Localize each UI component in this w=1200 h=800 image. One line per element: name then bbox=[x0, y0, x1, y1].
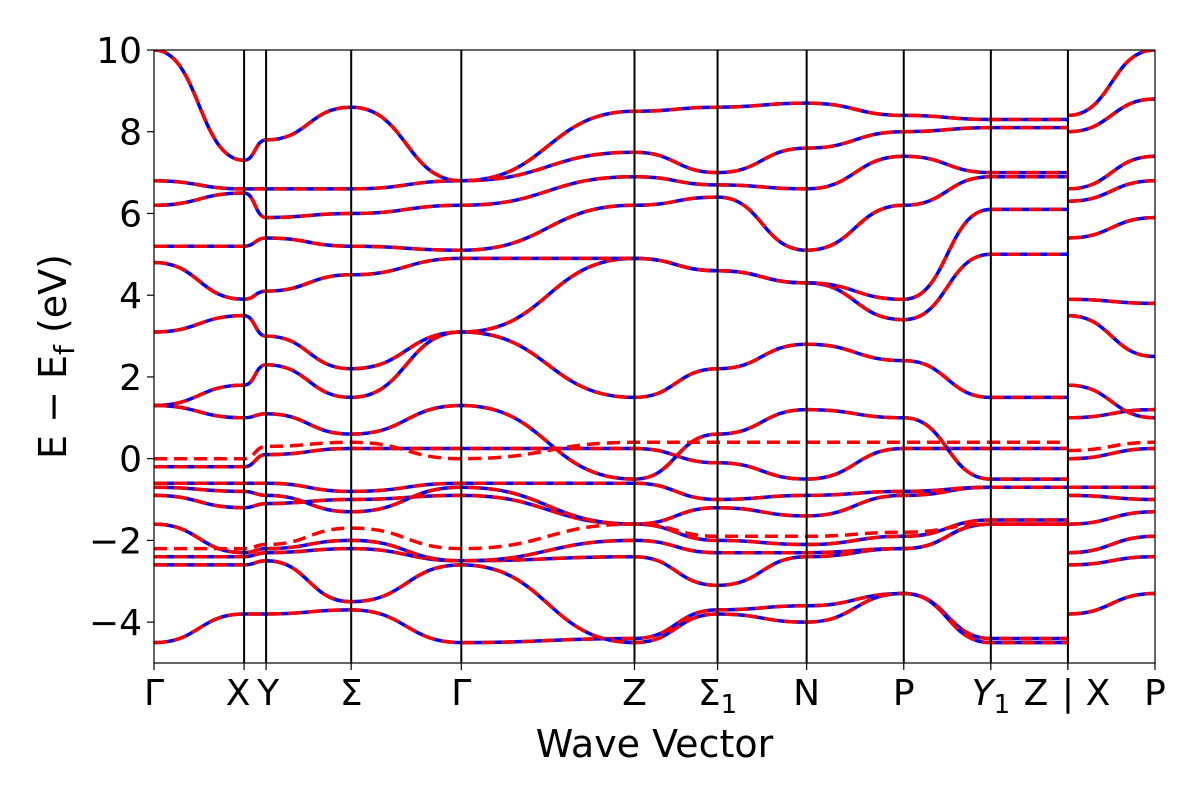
band-line-dashed-3 bbox=[154, 522, 1068, 563]
x-tick-label-5: Z bbox=[622, 673, 647, 714]
kpoint-divider-lines bbox=[243, 50, 1069, 663]
y-axis-label: E − Ef (eV) bbox=[31, 254, 81, 459]
band-line-dashed-extra-0 bbox=[154, 440, 1068, 461]
x-tick-label-11: | bbox=[1062, 673, 1074, 714]
x-axis-ticks: Γ X Y Σ Γ Z Σ1 N P Y1 Z | X P bbox=[144, 663, 1166, 720]
x-tick-label-4: Γ bbox=[451, 673, 471, 714]
y-axis-ticks: −4 −2 0 2 4 6 8 10 bbox=[89, 31, 154, 644]
band-line-solid-31 bbox=[1067, 50, 1155, 118]
plot-area bbox=[154, 50, 1155, 645]
band-line-solid-13 bbox=[154, 154, 1068, 220]
band-line-dashed-19 bbox=[1067, 510, 1155, 526]
y-tick-label-6: 8 bbox=[119, 113, 142, 154]
x-tick-label-10: Z bbox=[1024, 673, 1049, 714]
band-line-dashed-29 bbox=[1067, 154, 1155, 191]
band-line-dashed-30 bbox=[1067, 97, 1155, 134]
band-line-dashed-26 bbox=[1067, 297, 1155, 306]
y-tick-label-3: 2 bbox=[119, 358, 142, 399]
band-line-solid-10 bbox=[154, 252, 1068, 371]
y-tick-label-7: 10 bbox=[96, 31, 142, 72]
band-line-dashed-17 bbox=[1067, 554, 1155, 567]
band-line-dashed-20 bbox=[1067, 493, 1155, 502]
band-line-dashed-10 bbox=[154, 252, 1068, 371]
y-tick-label-5: 6 bbox=[119, 194, 142, 235]
y-tick-label-1: −2 bbox=[89, 521, 142, 562]
band-line-dashed-16 bbox=[1067, 591, 1155, 616]
band-line-dashed-28 bbox=[1067, 179, 1155, 203]
x-tick-label-3: Σ bbox=[340, 673, 363, 714]
x-tick-label-2: Y bbox=[256, 673, 280, 714]
y-tick-label-2: 0 bbox=[119, 440, 142, 481]
x-tick-label-13: P bbox=[1144, 673, 1166, 714]
x-tick-label-8: P bbox=[893, 673, 915, 714]
band-line-dashed-31 bbox=[1067, 50, 1155, 118]
band-line-dashed-25 bbox=[1067, 313, 1155, 359]
x-tick-label-1: X bbox=[226, 673, 251, 714]
band-line-solid-5 bbox=[154, 485, 1068, 526]
band-line-solid-1 bbox=[154, 559, 1068, 645]
band-line-dashed-24 bbox=[1067, 383, 1155, 420]
plot-frame bbox=[153, 49, 1156, 664]
band-line-dashed-27 bbox=[1067, 215, 1155, 240]
band-line-dashed-13 bbox=[154, 154, 1068, 220]
y-tick-label-4: 4 bbox=[119, 276, 142, 317]
band-line-dashed-22 bbox=[1067, 446, 1155, 461]
x-tick-label-0: Γ bbox=[144, 673, 164, 714]
band-line-dashed-extra-2 bbox=[1067, 440, 1155, 453]
band-line-dashed-6 bbox=[154, 481, 1068, 502]
band-line-dashed-7 bbox=[154, 446, 1068, 481]
band-line-dashed-18 bbox=[1067, 534, 1155, 555]
band-line-dashed-23 bbox=[1067, 407, 1155, 420]
y-tick-label-0: −4 bbox=[89, 603, 142, 644]
band-line-dashed-11 bbox=[154, 207, 1068, 302]
band-line-dashed-15 bbox=[154, 50, 1068, 183]
x-tick-label-9: Y1 bbox=[972, 673, 1011, 720]
band-line-solid-4 bbox=[154, 493, 1068, 547]
x-tick-label-7: N bbox=[793, 673, 820, 714]
x-tick-label-12: X bbox=[1086, 673, 1111, 714]
x-tick-label-6: Σ1 bbox=[698, 673, 737, 720]
x-axis-label: Wave Vector bbox=[536, 722, 774, 766]
